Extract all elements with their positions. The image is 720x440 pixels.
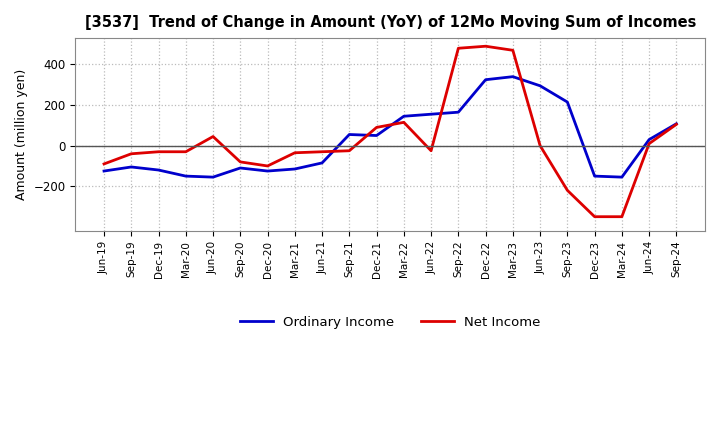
Net Income (618, 214, 626, 219)
Net Income (99, 161, 108, 167)
Net Income (400, 120, 408, 125)
Net Income (508, 48, 517, 53)
Ordinary Income (372, 133, 381, 138)
Net Income (372, 125, 381, 130)
Ordinary Income (645, 137, 654, 142)
Net Income (209, 134, 217, 139)
Y-axis label: Amount (million yen): Amount (million yen) (15, 69, 28, 200)
Net Income (181, 149, 190, 154)
Net Income (563, 188, 572, 193)
Ordinary Income (264, 169, 272, 174)
Legend: Ordinary Income, Net Income: Ordinary Income, Net Income (235, 311, 546, 334)
Net Income (318, 149, 326, 154)
Net Income (590, 214, 599, 219)
Ordinary Income (318, 160, 326, 165)
Ordinary Income (99, 169, 108, 174)
Net Income (481, 44, 490, 49)
Net Income (264, 163, 272, 169)
Ordinary Income (427, 112, 436, 117)
Ordinary Income (536, 83, 544, 88)
Ordinary Income (290, 166, 299, 172)
Net Income (427, 148, 436, 154)
Ordinary Income (563, 99, 572, 105)
Net Income (345, 148, 354, 154)
Net Income (236, 159, 245, 165)
Ordinary Income (508, 74, 517, 79)
Ordinary Income (481, 77, 490, 82)
Ordinary Income (236, 165, 245, 171)
Ordinary Income (400, 114, 408, 119)
Line: Ordinary Income: Ordinary Income (104, 77, 676, 177)
Net Income (645, 141, 654, 146)
Net Income (536, 143, 544, 148)
Title: [3537]  Trend of Change in Amount (YoY) of 12Mo Moving Sum of Incomes: [3537] Trend of Change in Amount (YoY) o… (84, 15, 696, 30)
Net Income (127, 151, 135, 157)
Ordinary Income (618, 175, 626, 180)
Ordinary Income (209, 175, 217, 180)
Ordinary Income (154, 167, 163, 172)
Ordinary Income (590, 173, 599, 179)
Ordinary Income (672, 121, 680, 126)
Ordinary Income (181, 173, 190, 179)
Ordinary Income (127, 164, 135, 169)
Net Income (154, 149, 163, 154)
Line: Net Income: Net Income (104, 46, 676, 216)
Net Income (454, 46, 463, 51)
Net Income (672, 122, 680, 127)
Ordinary Income (345, 132, 354, 137)
Ordinary Income (454, 110, 463, 115)
Net Income (290, 150, 299, 155)
